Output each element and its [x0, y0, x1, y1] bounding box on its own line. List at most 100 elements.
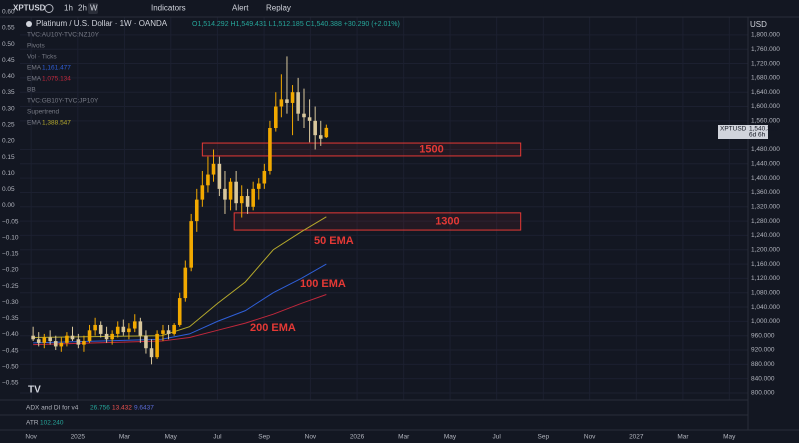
- candle-body: [200, 185, 205, 200]
- candle-body: [42, 337, 47, 343]
- x-tick-label: Nov: [25, 434, 37, 441]
- y-tick-label: 1,440.000: [751, 161, 780, 168]
- y2-tick-label: 0.60: [2, 9, 15, 16]
- candle-body: [31, 335, 35, 340]
- y2-tick-label: 0.05: [2, 186, 15, 193]
- y-tick-label: 1,080.000: [751, 289, 780, 296]
- candle-body: [262, 170, 267, 184]
- y-tick-label: 1,640.000: [751, 89, 780, 96]
- annotation: 200 EMA: [250, 322, 296, 334]
- study-name: Pivots: [27, 43, 45, 50]
- price-label-countdown: 6d 6h: [749, 132, 766, 139]
- y2-tick-label: 0.45: [2, 57, 15, 64]
- y-tick-label: 1,760.000: [751, 46, 780, 53]
- y2-tick-label: −0.55: [2, 380, 19, 387]
- candle-body: [307, 117, 312, 121]
- candle-body: [110, 333, 114, 340]
- y-tick-label: 1,280.000: [751, 218, 780, 225]
- candle-body: [36, 339, 41, 343]
- candle-body: [206, 174, 210, 186]
- x-tick-label: 2027: [629, 434, 644, 441]
- y2-tick-label: 0.20: [2, 138, 15, 145]
- candle-body: [70, 335, 75, 340]
- x-tick-label: Nov: [305, 434, 317, 441]
- price-label-symbol: XPTUSD: [720, 126, 747, 133]
- candle-body: [296, 92, 300, 114]
- y2-tick-label: −0.30: [2, 299, 19, 306]
- x-tick-label: Mar: [119, 434, 131, 441]
- candle-body: [251, 188, 255, 207]
- interval-active: [88, 3, 98, 14]
- y-tick-label: 840.000: [751, 375, 775, 382]
- candle-body: [87, 330, 92, 342]
- y2-tick-label: 0.55: [2, 25, 15, 32]
- zone: [233, 212, 522, 231]
- y-tick-label: 880.000: [751, 361, 775, 368]
- interval[interactable]: 2h: [78, 4, 87, 13]
- candle-body: [194, 199, 199, 222]
- toolbar: [0, 0, 799, 17]
- y2-tick-label: −0.10: [2, 234, 19, 241]
- y2-tick-label: −0.35: [2, 315, 19, 322]
- y2-tick-label: −0.50: [2, 363, 19, 370]
- candle-body: [127, 328, 131, 333]
- candle-body: [302, 113, 306, 118]
- study-name: EMA: [27, 76, 42, 83]
- candle-body: [132, 321, 137, 329]
- y-tick-label: 1,400.000: [751, 175, 780, 182]
- symbol-icon: [26, 21, 32, 27]
- pane-value: 102.240: [40, 420, 64, 427]
- study-name: Supertrend: [27, 109, 60, 116]
- candle-body: [313, 120, 317, 136]
- candle-body: [115, 326, 120, 334]
- y-tick-label: 1,120.000: [751, 275, 780, 282]
- candle-body: [285, 99, 289, 103]
- symbol[interactable]: XPTUSD: [13, 4, 46, 13]
- study-value: 1,388.547: [42, 120, 71, 127]
- candle-body: [104, 333, 109, 340]
- candle-body: [76, 339, 81, 345]
- price-label: XPTUSD 1,540.388 6d 6h: [718, 125, 778, 139]
- pane-value: 13.432: [112, 405, 132, 412]
- x-tick-label: May: [165, 434, 178, 441]
- candle-body: [239, 196, 244, 204]
- annotation: 100 EMA: [300, 278, 346, 290]
- replay-button[interactable]: Replay: [266, 4, 291, 13]
- indicators-button[interactable]: Indicators: [151, 4, 186, 13]
- interval[interactable]: 1h: [64, 4, 73, 13]
- y-tick-label: 1,240.000: [751, 232, 780, 239]
- y2-tick-label: −0.40: [2, 331, 19, 338]
- candle-body: [290, 92, 295, 103]
- x-tick-label: May: [444, 434, 457, 441]
- candle-body: [189, 221, 193, 268]
- interval[interactable]: W: [90, 4, 98, 13]
- y-tick-label: 1,160.000: [751, 261, 780, 268]
- candle-body: [318, 135, 323, 139]
- y2-tick-label: 0.00: [2, 202, 15, 209]
- y-tick-label: 800.000: [751, 390, 775, 397]
- study-name: EMA: [27, 120, 42, 127]
- candle-body: [228, 181, 233, 200]
- study-name: TVC:AU10Y-TVC:NZ10Y: [27, 32, 100, 39]
- alert-button[interactable]: Alert: [232, 4, 249, 13]
- candle-body: [223, 188, 227, 200]
- y2-tick-label: 0.25: [2, 121, 15, 128]
- y2-tick-label: 0.30: [2, 105, 15, 112]
- x-tick-label: Sep: [538, 434, 550, 441]
- x-tick-label: Mar: [677, 434, 689, 441]
- add-symbol[interactable]: [44, 4, 54, 13]
- y-tick-label: 1,040.000: [751, 304, 780, 311]
- symbol-tag: [718, 125, 768, 139]
- y2-tick-label: 0.35: [2, 89, 15, 96]
- ema-line: [33, 263, 327, 344]
- candle-body: [324, 127, 329, 138]
- logo: TV: [28, 385, 41, 396]
- candle-body: [93, 324, 97, 331]
- y2-tick-label: −0.15: [2, 251, 19, 258]
- study-name: BB: [27, 87, 36, 94]
- y2-tick-label: 0.50: [2, 41, 15, 48]
- candle-body: [161, 330, 165, 334]
- candle-body: [82, 341, 86, 345]
- candle-body: [121, 326, 126, 333]
- candle-body: [172, 324, 176, 334]
